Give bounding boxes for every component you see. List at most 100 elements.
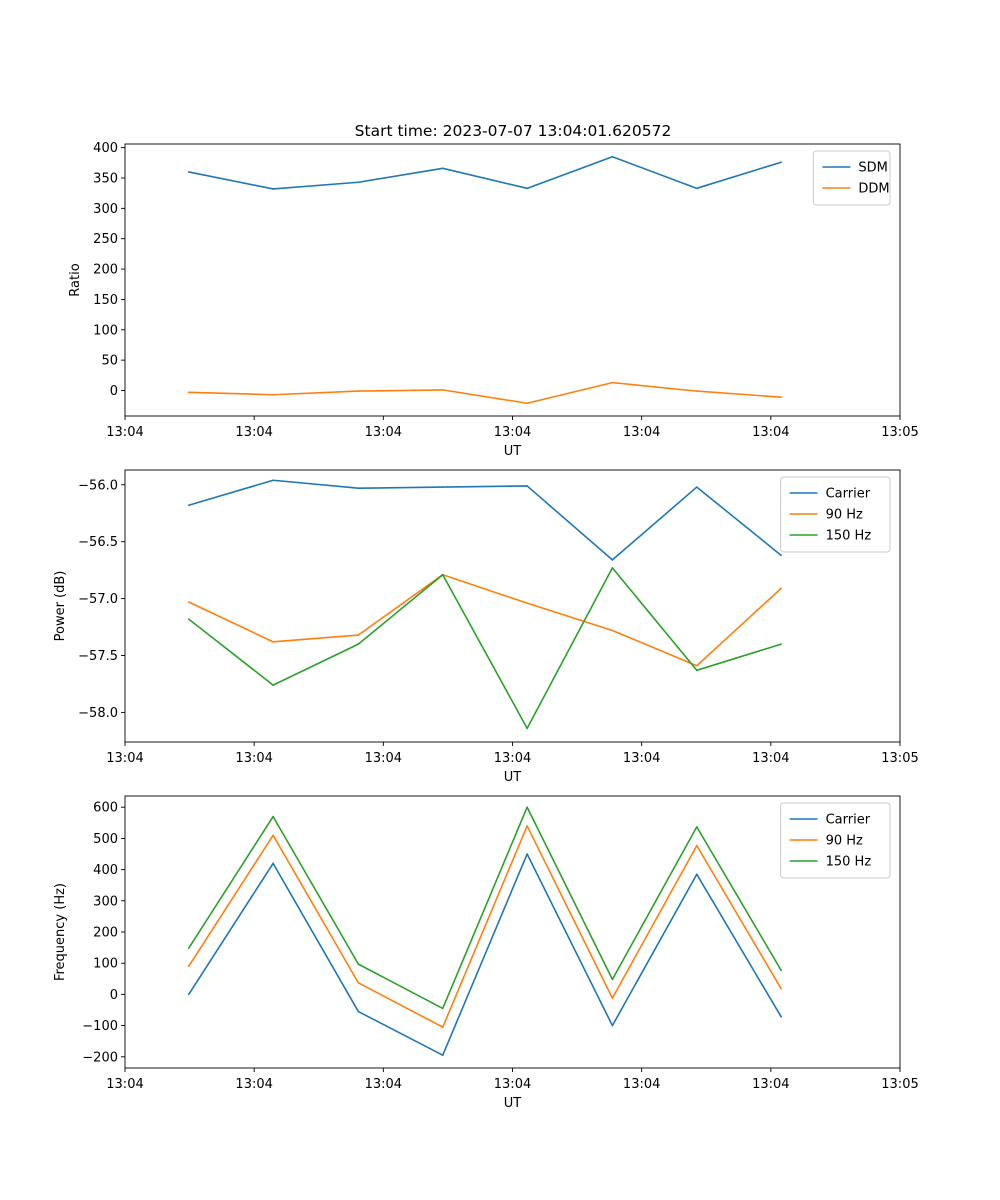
y-tick-label: 300	[93, 202, 118, 217]
data-point-150-hz	[780, 969, 782, 972]
data-point-carrier	[187, 504, 190, 507]
data-point-90-hz	[272, 834, 274, 837]
y-tick-label: 300	[93, 894, 118, 909]
data-point-sdm	[611, 155, 614, 158]
data-point-90-hz	[357, 982, 360, 984]
legend-box	[780, 476, 891, 553]
x-tick-label: 13:04	[365, 1077, 402, 1092]
data-point-sdm	[441, 167, 444, 170]
data-point-carrier	[780, 554, 782, 557]
data-point-ddm	[187, 391, 190, 394]
data-point-90-hz	[526, 825, 528, 827]
data-point-carrier	[695, 486, 698, 488]
x-tick-label: 13:04	[494, 751, 531, 766]
series-line-carrier	[188, 853, 782, 1057]
y-tick-label: −58.0	[78, 706, 118, 721]
x-tick-label: 13:04	[365, 751, 402, 766]
y-tick-label: 100	[93, 323, 118, 338]
data-point-150-hz	[695, 826, 698, 828]
x-tick-label: 13:04	[106, 751, 143, 766]
axes-frame	[124, 143, 901, 417]
y-tick-label: 200	[93, 926, 118, 941]
data-point-150-hz	[780, 643, 782, 645]
y-tick-label: 400	[93, 863, 118, 878]
legend-label-ddm: DDM	[858, 182, 889, 197]
legend-label-90-hz: 90 Hz	[826, 508, 863, 523]
data-point-150-hz	[272, 815, 274, 818]
legend: Carrier 90 Hz 150 Hz	[780, 802, 891, 879]
x-tick-label: 13:04	[623, 425, 660, 440]
data-point-ddm	[272, 393, 274, 396]
x-tick-label: 13:04	[365, 425, 402, 440]
series-line-ddm	[188, 381, 782, 405]
data-point-carrier	[187, 993, 190, 996]
x-tick-label: 13:04	[752, 751, 789, 766]
x-tick-label: 13:04	[752, 1077, 789, 1092]
data-point-ddm	[695, 390, 698, 392]
y-tick-label: 100	[93, 957, 118, 972]
x-tick-label: 13:04	[752, 425, 789, 440]
series-line-carrier	[188, 479, 782, 561]
data-point-150-hz	[187, 618, 190, 620]
x-tick-label: 13:05	[881, 751, 918, 766]
data-point-90-hz	[611, 629, 614, 632]
data-point-ddm	[441, 389, 444, 391]
data-point-90-hz	[611, 997, 614, 999]
x-tick-label: 13:05	[881, 425, 918, 440]
y-axis-label: Ratio	[68, 263, 83, 296]
data-point-90-hz	[187, 601, 190, 603]
y-tick-label: −56.5	[78, 535, 118, 550]
x-axis-label: UT	[504, 444, 522, 459]
axes-frame	[124, 795, 901, 1069]
data-point-carrier	[357, 487, 360, 490]
data-point-sdm	[526, 187, 528, 190]
y-tick-label: 400	[93, 141, 118, 156]
y-tick-label: 250	[93, 232, 118, 247]
legend-box	[780, 802, 891, 879]
y-tick-label: 600	[93, 801, 118, 816]
y-tick-label: 500	[93, 832, 118, 847]
data-point-150-hz	[357, 963, 360, 965]
data-point-ddm	[357, 390, 360, 392]
data-point-150-hz	[441, 573, 444, 576]
series-line-150-hz	[188, 567, 782, 730]
legend-label-90-hz: 90 Hz	[826, 834, 863, 849]
x-tick-label: 13:04	[623, 1077, 660, 1092]
y-axis-label: Frequency (Hz)	[53, 883, 68, 981]
series-line-sdm	[188, 155, 782, 190]
data-point-90-hz	[441, 1026, 444, 1028]
x-tick-label: 13:04	[235, 751, 272, 766]
subplot-ratio: 0 50 100 150 200 250 300 350 400 13:04 13:04 13:04 1…	[68, 141, 919, 459]
legend-label-sdm: SDM	[858, 161, 887, 176]
data-point-carrier	[441, 486, 444, 488]
data-point-90-hz	[695, 664, 698, 667]
subplot-frequency: −200 −100 0 100 200 300 400 500 600 13:04 13:04 13:…	[53, 795, 919, 1111]
y-tick-label: 50	[101, 354, 118, 369]
y-tick-label: 350	[93, 172, 118, 187]
legend: Carrier 90 Hz 150 Hz	[780, 476, 891, 553]
data-point-sdm	[272, 188, 274, 190]
data-point-carrier	[611, 559, 614, 561]
data-point-carrier	[780, 1016, 782, 1018]
data-point-90-hz	[780, 987, 782, 990]
x-axis-label: UT	[504, 1096, 522, 1111]
data-point-carrier	[272, 479, 274, 482]
data-point-90-hz	[695, 844, 698, 847]
data-point-carrier	[272, 862, 274, 865]
data-point-90-hz	[780, 587, 782, 590]
y-tick-label: 0	[110, 384, 118, 399]
data-point-150-hz	[695, 669, 698, 672]
data-point-sdm	[187, 171, 190, 173]
x-tick-label: 13:04	[106, 425, 143, 440]
x-axis-label: UT	[504, 770, 522, 785]
y-tick-label: −56.0	[78, 478, 118, 493]
data-point-90-hz	[272, 641, 274, 643]
y-tick-label: 0	[110, 988, 118, 1003]
data-point-sdm	[357, 181, 360, 184]
x-tick-label: 13:04	[235, 425, 272, 440]
x-tick-label: 13:05	[881, 1077, 918, 1092]
legend-label-150-hz: 150 Hz	[826, 855, 872, 870]
y-tick-label: 150	[93, 293, 118, 308]
data-point-carrier	[441, 1054, 444, 1057]
